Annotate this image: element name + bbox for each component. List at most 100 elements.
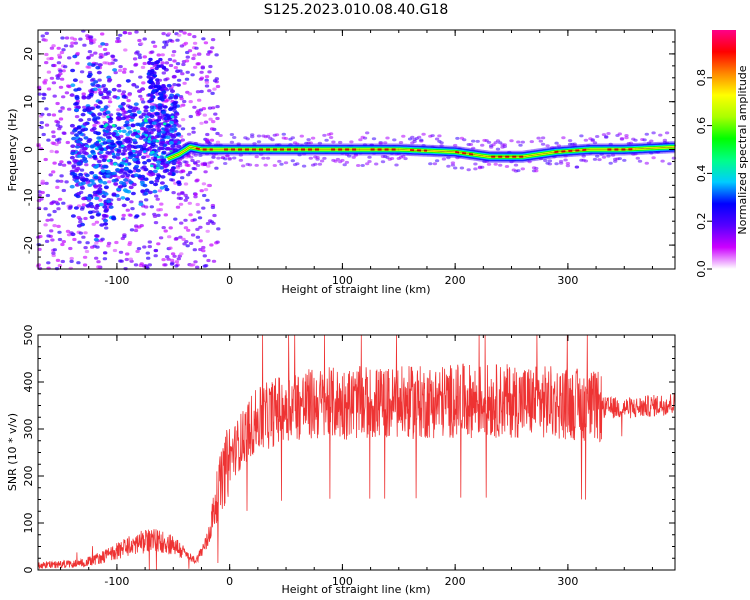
spectrogram-cell bbox=[462, 138, 467, 142]
spectrogram-cell bbox=[210, 205, 216, 210]
spectrogram-cell bbox=[47, 213, 52, 217]
spectrogram-cell bbox=[57, 197, 63, 201]
spectrogram-cell bbox=[60, 36, 65, 40]
spectrogram-cell bbox=[410, 135, 415, 139]
spectrogram-cell bbox=[52, 248, 57, 252]
spectrogram-cell bbox=[142, 55, 147, 59]
spectrogram-cell bbox=[51, 134, 56, 139]
spectrogram-cell bbox=[290, 159, 295, 163]
spectrogram-cell bbox=[138, 202, 144, 206]
spectrogram-cell bbox=[113, 162, 117, 166]
spectrogram-cell bbox=[116, 83, 122, 88]
spectrogram-cell bbox=[215, 84, 221, 89]
spectrogram-cell bbox=[55, 138, 60, 142]
spectrogram-cell bbox=[82, 43, 87, 47]
spectrogram-cell bbox=[157, 103, 163, 107]
spectrogram-cell bbox=[142, 143, 148, 148]
spectrogram-cell bbox=[133, 63, 138, 67]
spectrogram-cell bbox=[46, 261, 51, 265]
spectrogram-cell bbox=[127, 241, 133, 245]
spectrogram-cell bbox=[493, 162, 498, 166]
spectrogram-cell bbox=[664, 131, 670, 135]
spectrogram-cell bbox=[114, 240, 119, 245]
spectrogram-cell bbox=[162, 40, 167, 44]
spectrogram-cell bbox=[540, 142, 546, 146]
spectrogram-cell bbox=[85, 241, 90, 245]
colorbar-tick-label: 0.6 bbox=[695, 117, 708, 135]
spectrogram-cell bbox=[158, 236, 164, 240]
spectrogram-cell bbox=[159, 95, 164, 100]
snr-y-tick-label: 0 bbox=[22, 567, 35, 574]
spectrogram-cell bbox=[117, 89, 122, 93]
spectrogram-cell bbox=[88, 92, 94, 97]
spectrogram-cell bbox=[56, 207, 61, 211]
spectrogram-cell bbox=[78, 37, 83, 41]
spectrogram-cell bbox=[127, 130, 133, 134]
spectrogram-cell bbox=[122, 30, 128, 35]
spectrogram-cell bbox=[116, 108, 121, 112]
spectrogram-cell bbox=[151, 89, 156, 93]
spectrogram-cell bbox=[201, 245, 206, 250]
spectrogram-cell bbox=[176, 83, 181, 87]
spectrogram-cell bbox=[209, 220, 214, 224]
spectrogram-cell bbox=[111, 155, 117, 159]
spectrogram-cell bbox=[137, 150, 143, 154]
spectrogram-cell bbox=[139, 262, 144, 266]
spectrogram-cell bbox=[57, 230, 62, 234]
spectrogram-cell bbox=[180, 72, 185, 76]
spectrogram-cell bbox=[199, 89, 204, 94]
spectrogram-cell bbox=[204, 80, 210, 84]
spectrogram-cell bbox=[241, 164, 246, 168]
spectrogram-cell bbox=[121, 217, 126, 221]
spectrogram-cell bbox=[198, 239, 203, 243]
spectrogram-cell bbox=[61, 201, 66, 205]
spectrogram-cell bbox=[58, 72, 63, 76]
spectrogram-cell bbox=[175, 38, 180, 42]
spectrogram-cell bbox=[172, 83, 177, 87]
spectrogram-cell bbox=[340, 158, 345, 162]
spectrogram-cell bbox=[209, 243, 214, 247]
spectrogram-cell bbox=[117, 68, 123, 73]
spectrogram-cell bbox=[64, 180, 69, 184]
spectrogram-cell bbox=[41, 96, 46, 100]
spectrogram-cell bbox=[212, 87, 217, 91]
spectrogram-cell bbox=[124, 163, 128, 166]
spectrogram-cell bbox=[149, 180, 154, 185]
spectrogram-cell bbox=[170, 53, 176, 57]
spectrogram-cell bbox=[211, 155, 216, 159]
spectrogram-cell bbox=[160, 61, 165, 65]
spectrogram-cell bbox=[208, 117, 213, 121]
spectrogram-cell bbox=[179, 221, 184, 225]
spectrogram-cell bbox=[441, 157, 447, 161]
spectrogram-cell bbox=[87, 35, 93, 39]
spectrogram-cell bbox=[177, 33, 182, 37]
spectrogram-cell bbox=[106, 135, 111, 139]
spectrogram-cell bbox=[167, 235, 172, 239]
spectrogram-cell bbox=[188, 213, 193, 217]
spectrogram-cell bbox=[51, 253, 56, 258]
spectrogram-cell bbox=[97, 184, 103, 188]
spectrogram-cell bbox=[183, 226, 189, 230]
spectrogram-cell bbox=[161, 84, 166, 88]
spectrogram-cell bbox=[121, 90, 127, 94]
spectrogram-cell bbox=[202, 113, 207, 117]
spectrogram-cell bbox=[198, 225, 203, 229]
spectrogram-cell bbox=[82, 108, 88, 113]
spectrogram-cell bbox=[49, 149, 54, 153]
snr-y-tick-label: 100 bbox=[22, 513, 35, 534]
spectrogram-cell bbox=[193, 65, 198, 69]
spectrogram-cell bbox=[173, 237, 179, 241]
spectrogram-cell bbox=[133, 106, 139, 110]
spectrogram-cell bbox=[37, 193, 42, 197]
spectrogram-cell bbox=[209, 138, 215, 142]
spectrogram-cell bbox=[155, 78, 160, 82]
spectrogram-cell bbox=[46, 138, 51, 142]
spectrogram-cell bbox=[118, 250, 124, 254]
spectrogram-cell bbox=[128, 213, 133, 217]
spectrogram-cell bbox=[362, 136, 368, 140]
spectrogram-cell bbox=[87, 50, 93, 54]
spectrogram-cell bbox=[536, 136, 541, 140]
spectrogram-cell bbox=[162, 164, 168, 168]
spectrogram-cell bbox=[55, 258, 61, 262]
